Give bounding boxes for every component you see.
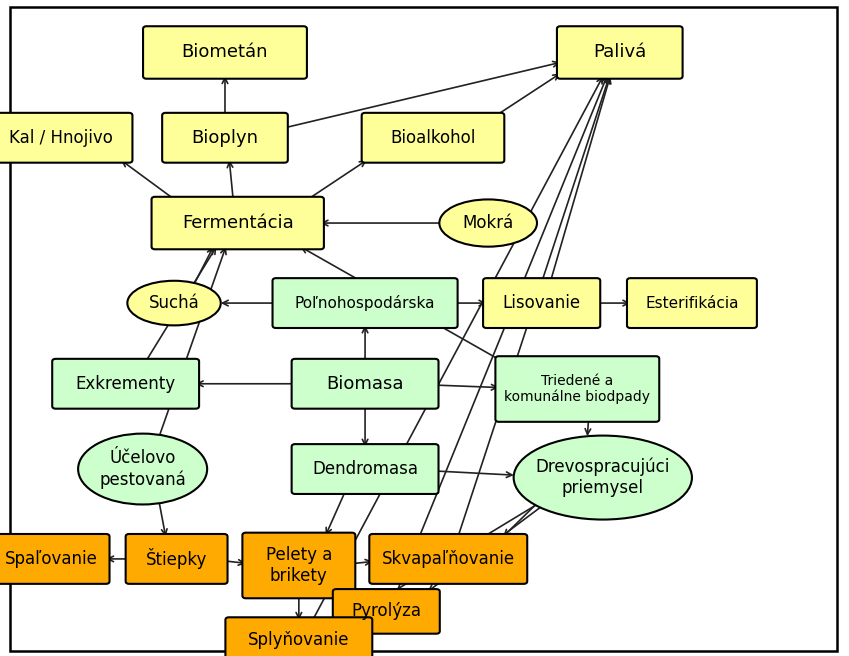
Text: Suchá: Suchá [149,294,200,312]
Text: Pelety a
brikety: Pelety a brikety [266,546,332,585]
Text: Účelovo
pestovaná: Účelovo pestovaná [99,449,186,489]
FancyBboxPatch shape [151,197,324,249]
FancyBboxPatch shape [52,359,199,409]
FancyBboxPatch shape [291,359,438,409]
FancyBboxPatch shape [369,534,527,584]
FancyBboxPatch shape [143,26,307,79]
FancyBboxPatch shape [0,534,110,584]
Text: Lisovanie: Lisovanie [503,294,581,312]
FancyBboxPatch shape [242,533,355,598]
FancyBboxPatch shape [0,113,132,163]
Text: Biomasa: Biomasa [326,375,404,393]
FancyBboxPatch shape [273,278,458,328]
Ellipse shape [78,434,207,504]
Text: Bioplyn: Bioplyn [192,129,258,147]
Text: Pyrolýza: Pyrolýza [351,602,421,621]
FancyBboxPatch shape [483,278,600,328]
FancyBboxPatch shape [225,617,372,656]
Text: Mokrá: Mokrá [463,214,514,232]
Text: Splyňovanie: Splyňovanie [248,630,350,649]
FancyBboxPatch shape [126,534,228,584]
Text: Skvapaľňovanie: Skvapaľňovanie [382,550,514,568]
Text: Spaľovanie: Spaľovanie [4,550,98,568]
Text: Esterifikácia: Esterifikácia [645,296,739,310]
FancyBboxPatch shape [362,113,504,163]
Text: Fermentácia: Fermentácia [182,214,294,232]
Text: Bioalkohol: Bioalkohol [391,129,475,147]
FancyBboxPatch shape [162,113,288,163]
Text: Dendromasa: Dendromasa [312,460,418,478]
Text: Biometán: Biometán [182,43,268,62]
FancyBboxPatch shape [496,356,659,422]
Text: Kal / Hnojivo: Kal / Hnojivo [9,129,113,147]
Text: Palivá: Palivá [593,43,646,62]
Ellipse shape [440,199,537,247]
Text: Triedené a
komunálne biodpady: Triedené a komunálne biodpady [504,374,650,404]
FancyBboxPatch shape [557,26,683,79]
Text: Štiepky: Štiepky [146,548,207,569]
Ellipse shape [514,436,692,520]
FancyBboxPatch shape [291,444,438,494]
FancyBboxPatch shape [333,589,440,634]
FancyBboxPatch shape [627,278,756,328]
Ellipse shape [127,281,221,325]
Text: Poľnohospodárska: Poľnohospodárska [295,295,436,311]
Text: Exkrementy: Exkrementy [76,375,176,393]
Text: Drevospracujúci
priemysel: Drevospracujúci priemysel [536,458,670,497]
